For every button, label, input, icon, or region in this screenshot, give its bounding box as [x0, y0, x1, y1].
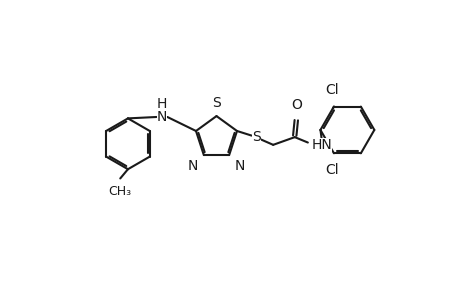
Text: H: H [157, 97, 167, 111]
Text: O: O [291, 98, 302, 112]
Text: Cl: Cl [325, 163, 338, 176]
Text: N: N [234, 159, 244, 173]
Text: CH₃: CH₃ [108, 185, 131, 198]
Text: N: N [157, 110, 167, 124]
Text: N: N [188, 159, 198, 173]
Text: Cl: Cl [325, 83, 338, 98]
Text: S: S [212, 96, 220, 110]
Text: S: S [252, 130, 260, 144]
Text: HN: HN [311, 138, 332, 152]
